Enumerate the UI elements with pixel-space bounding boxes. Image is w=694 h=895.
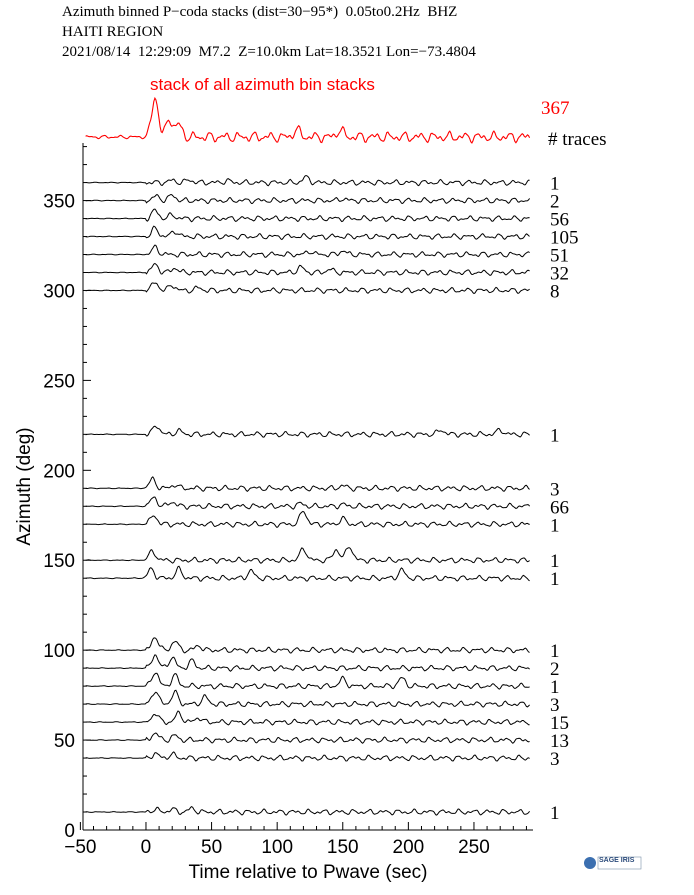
y-tick-label: 150	[43, 551, 75, 572]
chart-header-line-1: Azimuth binned P−coda stacks (dist=30−95…	[62, 4, 458, 20]
trace-count-label: 56	[550, 210, 569, 231]
stack-trace	[85, 96, 531, 144]
y-axis-label: Azimuth (deg)	[14, 427, 35, 545]
trace-count-label: 8	[550, 281, 560, 302]
azimuth-trace	[85, 425, 530, 438]
chart-header-line-2: HAITI REGION	[62, 24, 164, 40]
x-tick-label: −50	[64, 837, 96, 858]
trace-count-label: 1	[550, 569, 560, 590]
count-header: # traces	[548, 129, 607, 150]
stack-count: 367	[541, 98, 570, 119]
chart-header-line-3: 2021/08/14 12:29:09 M7.2 Z=10.0km Lat=18…	[62, 44, 476, 60]
trace-count-label: 66	[550, 497, 569, 518]
trace-count-label: 1	[550, 425, 560, 446]
x-tick-label: 100	[261, 837, 293, 858]
sage-iris-logo	[584, 856, 642, 870]
azimuth-trace	[85, 193, 531, 205]
y-tick-label: 200	[43, 461, 75, 482]
azimuth-trace	[85, 262, 530, 277]
trace-count-label: 1	[550, 515, 560, 536]
x-tick-label: 0	[141, 837, 152, 858]
stack-label: stack of all azimuth bin stacks	[150, 75, 375, 94]
trace-count-label: 1	[550, 641, 560, 662]
x-tick-label: 200	[393, 837, 425, 858]
globe-icon	[584, 857, 596, 869]
azimuth-trace	[85, 174, 530, 187]
x-tick-label: 250	[458, 837, 490, 858]
azimuth-trace	[85, 672, 530, 690]
trace-count-label: 3	[550, 749, 560, 770]
azimuth-trace	[85, 496, 530, 511]
azimuth-trace	[85, 732, 530, 744]
trace-count-label: 2	[550, 659, 560, 680]
trace-count-label: 15	[550, 713, 569, 734]
x-tick-label: 50	[201, 837, 222, 858]
y-tick-label: 0	[64, 821, 75, 842]
y-tick-label: 350	[43, 192, 75, 213]
azimuth-trace	[85, 244, 530, 258]
azimuth-trace	[85, 476, 530, 492]
trace-count-label: 1	[550, 677, 560, 698]
azimuth-trace	[85, 751, 530, 762]
azimuth-trace	[85, 805, 530, 816]
trace-count-label: 32	[550, 263, 569, 284]
azimuth-trace	[85, 654, 530, 672]
x-tick-label: 150	[327, 837, 359, 858]
azimuth-trace	[85, 208, 530, 223]
trace-count-label: 3	[550, 695, 560, 716]
logo-text: SAGE IRIS	[599, 857, 635, 864]
y-tick-label: 250	[43, 371, 75, 392]
trace-count-label: 3	[550, 479, 560, 500]
azimuth-trace	[85, 637, 530, 654]
y-tick-label: 300	[43, 281, 75, 302]
azimuth-trace	[85, 225, 530, 241]
trace-count-label: 1	[550, 803, 560, 824]
azimuth-trace	[85, 282, 530, 295]
y-tick-label: 50	[54, 731, 75, 752]
x-axis-label: Time relative to Pwave (sec)	[189, 862, 428, 883]
trace-count-label: 51	[550, 246, 569, 267]
trace-count-label: 13	[550, 731, 569, 752]
trace-count-label: 1	[550, 551, 560, 572]
azimuth-trace	[85, 565, 530, 582]
azimuth-trace	[85, 689, 530, 708]
azimuth-trace	[85, 510, 530, 528]
azimuth-trace	[85, 547, 530, 565]
azimuth-trace	[85, 710, 530, 726]
trace-count-label: 1	[550, 174, 560, 195]
y-tick-label: 100	[43, 641, 75, 662]
trace-count-label: 105	[550, 228, 579, 249]
trace-count-label: 2	[550, 192, 560, 213]
